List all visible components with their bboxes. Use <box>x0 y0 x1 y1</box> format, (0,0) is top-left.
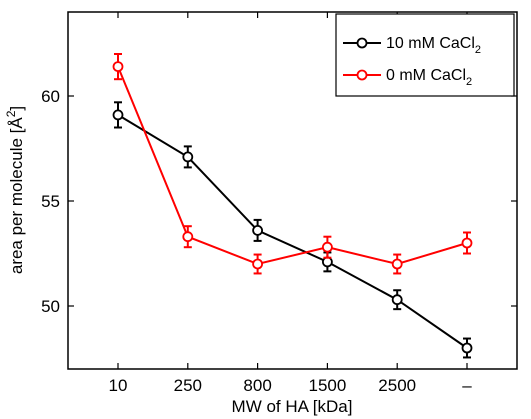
legend: 10 mM CaCl2 0 mM CaCl2 <box>335 13 515 97</box>
series-2 <box>112 53 473 275</box>
series-1 <box>112 101 473 359</box>
legend-label-series-1-main: 10 mM CaCl <box>386 35 475 52</box>
legend-label-series-2-sub: 2 <box>466 76 472 88</box>
data-point <box>391 294 403 306</box>
x-axis-title: MW of HA [kDa] <box>232 397 353 416</box>
y-axis-title: area per molecule [Å2] <box>4 106 26 274</box>
y-axis-title-unit: Å <box>7 117 26 129</box>
data-point <box>461 342 473 354</box>
plot-marks <box>112 53 473 359</box>
axis-ticks: 10 250 800 1500 2500 – 50 55 60 <box>41 12 517 395</box>
legend-label-series-2: 0 mM CaCl2 <box>386 67 472 88</box>
y-axis-title-main: area per molecule [ <box>7 128 26 274</box>
x-tick-label: – <box>462 376 472 395</box>
data-point <box>321 256 333 268</box>
y-tick-label: 60 <box>41 87 60 106</box>
legend-box <box>335 13 515 97</box>
y-axis-title-close: ] <box>7 106 26 111</box>
series-line <box>117 114 468 349</box>
data-point <box>182 151 194 163</box>
data-point <box>461 237 473 249</box>
x-tick-label: 250 <box>174 376 202 395</box>
legend-label-series-1-sub: 2 <box>475 44 481 56</box>
data-point <box>182 231 194 243</box>
legend-marker-series-2 <box>356 69 368 81</box>
x-tick-label: 1500 <box>308 376 346 395</box>
legend-label-series-1: 10 mM CaCl2 <box>386 35 481 56</box>
x-tick-label: 800 <box>243 376 271 395</box>
data-point <box>112 61 124 72</box>
y-axis-title-sup: 2 <box>4 110 18 117</box>
y-tick-label: 55 <box>41 192 60 211</box>
legend-marker-series-1 <box>356 37 368 49</box>
y-tick-label: 50 <box>41 297 60 316</box>
plot-area-frame <box>67 11 518 370</box>
legend-label-series-2-main: 0 mM CaCl <box>386 67 466 84</box>
data-point <box>112 109 124 121</box>
series-line <box>117 66 468 266</box>
x-tick-label: 2500 <box>378 376 416 395</box>
data-point <box>252 258 264 270</box>
data-point <box>391 258 403 270</box>
x-tick-label: 10 <box>109 376 128 395</box>
data-point <box>252 224 264 236</box>
data-point <box>321 241 333 253</box>
